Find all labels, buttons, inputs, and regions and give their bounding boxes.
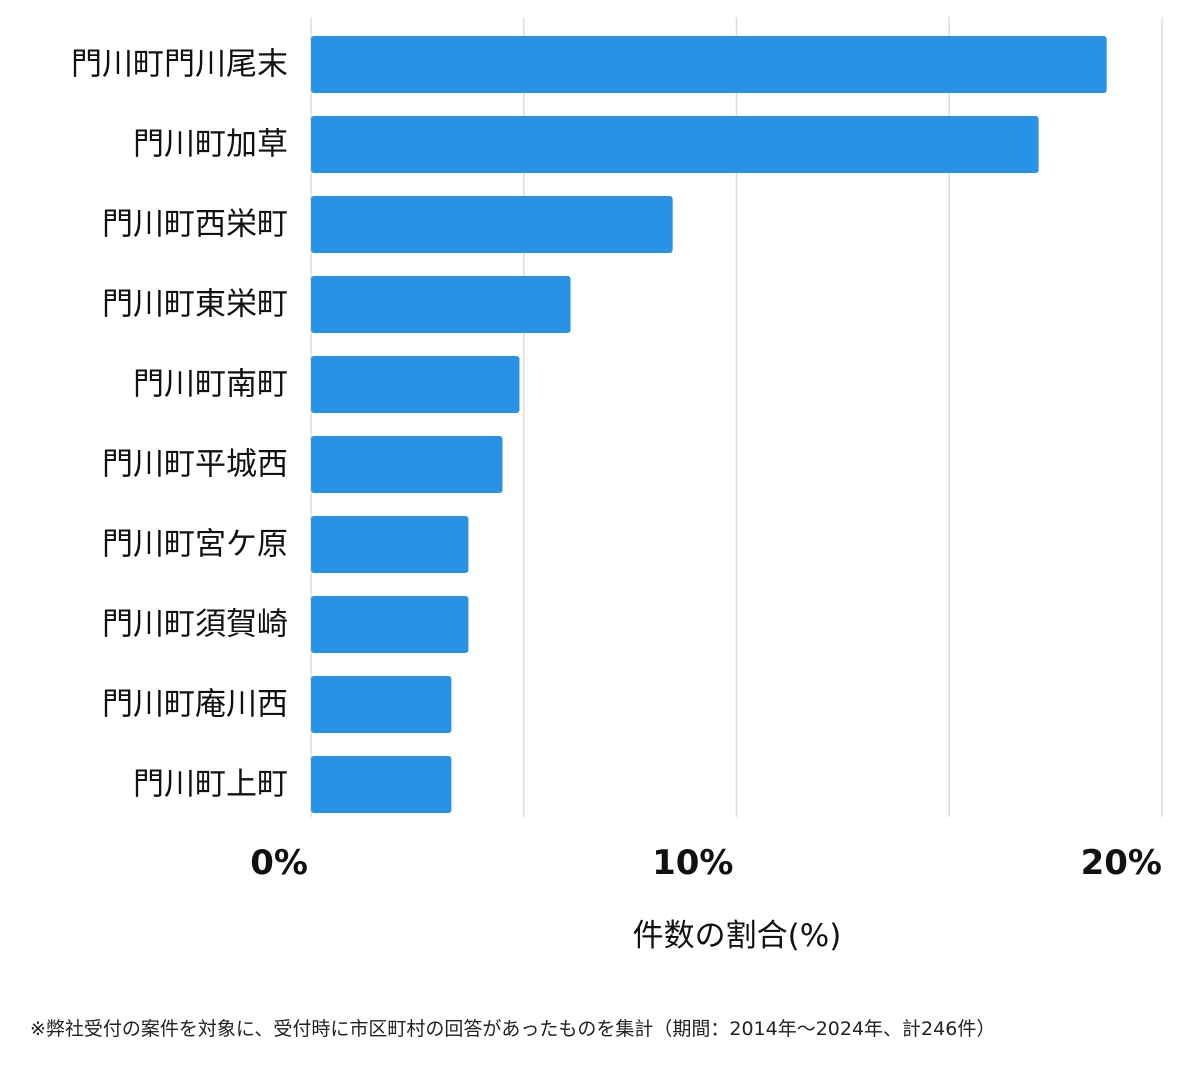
category-label: 門川町西栄町 bbox=[102, 207, 288, 243]
bar bbox=[311, 516, 469, 573]
bar bbox=[311, 196, 673, 253]
bar bbox=[311, 596, 469, 653]
category-label: 門川町庵川西 bbox=[102, 687, 288, 723]
bar bbox=[311, 116, 1039, 173]
category-label: 門川町平城西 bbox=[102, 447, 288, 483]
category-label: 門川町宮ケ原 bbox=[102, 527, 288, 563]
bar bbox=[311, 436, 503, 493]
x-tick-label: 10% bbox=[652, 843, 733, 883]
category-labels: 門川町門川尾末門川町加草門川町西栄町門川町東栄町門川町南町門川町平城西門川町宮ケ… bbox=[71, 47, 288, 803]
bar bbox=[311, 676, 452, 733]
bar bbox=[311, 756, 452, 813]
category-label: 門川町南町 bbox=[133, 367, 288, 403]
category-label: 門川町須賀崎 bbox=[102, 607, 288, 643]
category-label: 門川町上町 bbox=[133, 767, 288, 803]
category-label: 門川町加草 bbox=[133, 127, 288, 163]
x-tick-labels: 0% 10% 20% bbox=[250, 843, 1162, 883]
x-tick-label: 20% bbox=[1081, 843, 1162, 883]
bar bbox=[311, 356, 520, 413]
x-axis-title: 件数の割合(%) bbox=[633, 918, 842, 954]
bar-chart-svg: 門川町門川尾末門川町加草門川町西栄町門川町東栄町門川町南町門川町平城西門川町宮ケ… bbox=[71, 17, 1163, 954]
bar bbox=[311, 36, 1107, 93]
footnote: ※弊社受付の案件を対象に、受付時に市区町村の回答があったものを集計（期間：201… bbox=[30, 1018, 996, 1040]
category-label: 門川町東栄町 bbox=[102, 287, 288, 323]
bars bbox=[311, 36, 1107, 813]
category-label: 門川町門川尾末 bbox=[71, 47, 288, 83]
bar bbox=[311, 276, 571, 333]
x-tick-label: 0% bbox=[250, 843, 308, 883]
